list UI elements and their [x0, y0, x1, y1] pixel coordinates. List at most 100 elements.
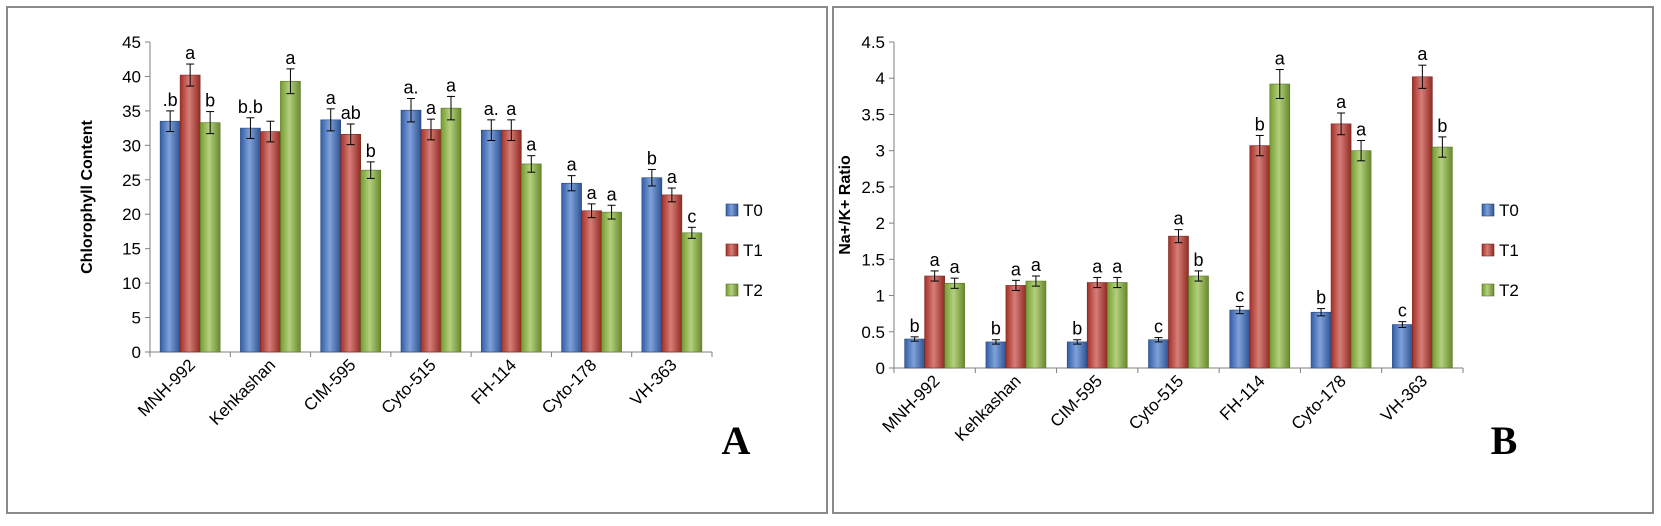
legend-swatch-t0: [1481, 203, 1495, 217]
bar-t0-vh-363: [641, 177, 663, 353]
bar-t1-mnh-992: [924, 275, 945, 369]
significance-label: a: [426, 98, 437, 118]
significance-label: a: [1092, 256, 1103, 276]
bar-t1-cyto-515: [1168, 235, 1189, 369]
bar-t0-cyto-178: [561, 182, 582, 353]
x-tick-label: CIM-595: [300, 355, 360, 415]
y-axis-label: Na+/K+ Ratio: [837, 155, 854, 255]
significance-label: a: [326, 88, 337, 108]
bar-t1-cim-595: [1086, 282, 1108, 369]
bar-t1-cyto-178: [581, 210, 602, 353]
bar-t1-vh-363: [661, 194, 683, 353]
bar-t2-vh-363: [681, 232, 703, 353]
y-tick-label: 10: [122, 274, 141, 293]
bar-t1-fh-114: [1249, 145, 1271, 369]
significance-label: a: [526, 135, 537, 155]
significance-label: .b: [163, 90, 178, 110]
bar-t2-mnh-992: [944, 282, 965, 369]
significance-label: a: [1417, 44, 1428, 64]
chart-panel-b: 0 0.5 1 1.5 2 2.5 3 3.5 4 4.5 Na+/K+ Ratio b a a MNH-9…: [832, 6, 1654, 514]
bar-t2-kehkashan: [280, 80, 301, 353]
significance-label: a: [667, 167, 678, 187]
bar-t0-kehkashan: [985, 341, 1007, 369]
chart-panel-a: 0 5 10 15 20 25 30 35 40 45 Chlorophyll Content .b a…: [6, 6, 828, 514]
bar-t2-cyto-178: [1350, 150, 1372, 369]
significance-label: a: [285, 48, 296, 68]
bar-t2-cyto-515: [440, 107, 462, 353]
bar-t1-cim-595: [340, 134, 362, 353]
y-tick-label: 4: [876, 69, 885, 88]
bar-t0-cyto-515: [1148, 339, 1169, 369]
y-tick-label: 3: [876, 142, 885, 161]
legend-swatch-t2: [1481, 283, 1495, 297]
x-tick-label: Cyto-178: [538, 355, 600, 417]
y-tick-label: 0: [876, 359, 885, 378]
significance-label: b: [910, 316, 920, 336]
significance-label: a: [950, 257, 961, 277]
legend-label-t1: T1: [1499, 241, 1519, 260]
significance-label: b: [647, 148, 657, 168]
x-tick-label: Kehkashan: [951, 371, 1025, 445]
y-tick-label: 4.5: [861, 33, 885, 52]
y-tick-label: 1: [876, 287, 885, 306]
significance-label: a: [1173, 209, 1184, 229]
significance-label: b: [366, 141, 376, 161]
x-tick-label: MNH-992: [879, 371, 944, 436]
significance-label: b: [1255, 114, 1265, 134]
bar-t1-mnh-992: [179, 74, 201, 353]
bar-t0-fh-114: [1229, 309, 1251, 369]
significance-label: a: [446, 75, 457, 95]
y-axis-label: Chlorophyll Content: [79, 119, 96, 273]
bar-t1-cyto-178: [1330, 123, 1352, 369]
y-tick-label: 2.5: [861, 178, 885, 197]
bar-t0-vh-363: [1392, 324, 1413, 369]
y-tick-label: 1.5: [861, 250, 885, 269]
legend-swatch-t0: [725, 203, 739, 217]
significance-label: c: [1398, 301, 1407, 321]
bar-t1-vh-363: [1412, 76, 1433, 369]
x-tick-label: Cyto-515: [1125, 371, 1187, 433]
y-tick-label: 3.5: [861, 105, 885, 124]
bar-t0-cim-595: [1066, 341, 1088, 369]
legend-label-t0: T0: [1499, 201, 1519, 220]
legend-swatch-t2: [725, 283, 739, 297]
bar-t1-cyto-515: [420, 129, 442, 353]
bar-t2-fh-114: [520, 163, 542, 353]
bar-t2-cim-595: [360, 169, 382, 353]
bar-t2-mnh-992: [199, 122, 221, 353]
bar-t0-mnh-992: [159, 120, 181, 353]
x-tick-label: Cyto-178: [1288, 371, 1350, 433]
y-tick-label: 15: [122, 240, 141, 259]
significance-label: a: [1011, 259, 1022, 279]
legend-label-t2: T2: [743, 281, 763, 300]
significance-label: a: [587, 183, 598, 203]
legend-label-t2: T2: [1499, 281, 1519, 300]
significance-label: b: [1437, 116, 1447, 136]
y-tick-label: 5: [132, 309, 141, 328]
bar-t0-cyto-178: [1310, 311, 1332, 369]
significance-label: ab: [341, 103, 361, 123]
x-tick-label: VH-363: [1377, 371, 1431, 425]
significance-label: b: [1316, 288, 1326, 308]
legend-swatch-t1: [1481, 243, 1495, 257]
significance-label: a: [1275, 49, 1286, 69]
significance-label: a: [1112, 256, 1123, 276]
y-tick-label: 25: [122, 171, 141, 190]
bar-t2-vh-363: [1432, 146, 1453, 369]
chart-a-svg: 0 5 10 15 20 25 30 35 40 45 Chlorophyll Content .b a…: [79, 33, 763, 463]
bar-t0-fh-114: [480, 129, 502, 353]
significance-label: a: [506, 99, 517, 119]
significance-label: c: [1235, 285, 1244, 305]
bar-t1-kehkashan: [260, 131, 281, 353]
bar-t0-mnh-992: [904, 338, 925, 369]
significance-label: a: [1356, 120, 1367, 140]
x-tick-label: Kehkashan: [206, 355, 280, 429]
significance-label: c: [1154, 317, 1163, 337]
x-tick-label: Cyto-515: [378, 355, 440, 417]
bar-t1-kehkashan: [1005, 285, 1027, 369]
x-tick-label: FH-114: [467, 355, 520, 408]
legend-label-t0: T0: [743, 201, 763, 220]
significance-label: a: [567, 155, 578, 175]
bar-t2-cyto-178: [601, 211, 622, 353]
